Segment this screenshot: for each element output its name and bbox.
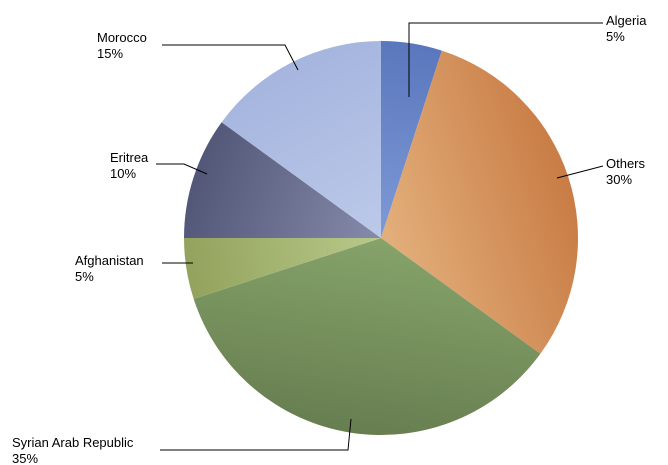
slice-afghanistan [184,238,381,299]
slice-value-syrian-arab-republic: 35% [12,451,38,465]
leader-lines [156,22,604,451]
slice-algeria [381,41,442,238]
slice-morocco [221,41,381,238]
slice-label-eritrea: Eritrea [110,150,149,165]
slice-label-syrian-arab-republic: Syrian Arab Republic [12,435,134,450]
slice-value-afghanistan: 5% [75,269,94,284]
slice-value-morocco: 15% [97,46,123,61]
slice-syrian-arab-republic [193,238,541,435]
slice-others [381,50,578,354]
slice-label-morocco: Morocco [97,30,147,45]
leader-line-algeria [408,22,603,97]
leader-line-eritrea [156,163,208,175]
leader-line-morocco [162,44,299,71]
slice-value-algeria: 5% [606,29,625,44]
slice-label-afghanistan: Afghanistan [75,253,144,268]
pie-slices [184,41,578,435]
slice-value-eritrea: 10% [110,166,136,181]
slice-value-others: 30% [606,172,632,187]
slice-label-algeria: Algeria [606,13,647,28]
leader-line-others [556,165,604,179]
leader-line-syrian-arab-republic [160,418,352,451]
slice-eritrea [184,122,381,238]
slice-label-others: Others [606,156,646,171]
